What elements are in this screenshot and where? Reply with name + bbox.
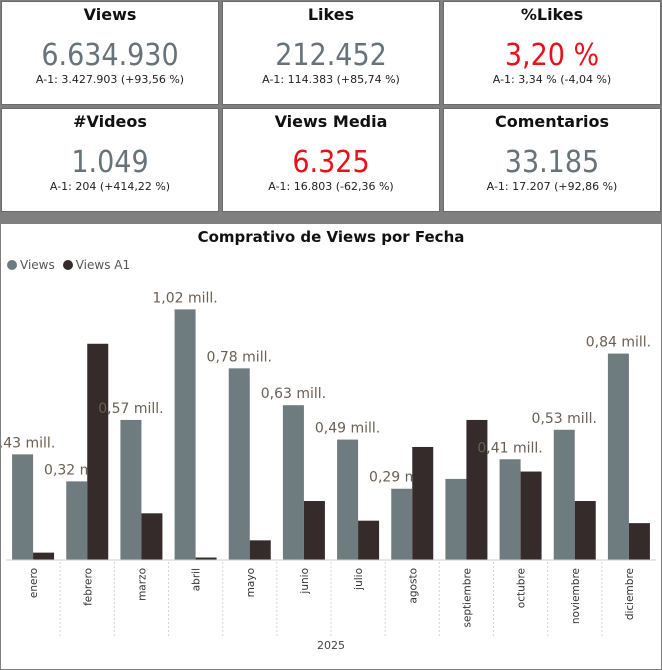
bar-views-a1[interactable] — [574, 501, 596, 560]
bar-views[interactable] — [120, 419, 142, 560]
bar-views-a1[interactable] — [358, 520, 380, 560]
kpi-card-2: %Likes 3,20 % A-1: 3,34 % (-4,04 %) — [443, 1, 661, 105]
data-label: 0,57 mill. — [98, 401, 163, 417]
x-tick-label: diciembre — [624, 568, 636, 620]
legend-label-views-a1: Views A1 — [75, 258, 131, 272]
bar-views[interactable] — [445, 478, 467, 560]
bar-views-a1[interactable] — [466, 419, 488, 560]
bar-views[interactable] — [499, 459, 521, 560]
data-label: 0,78 mill. — [207, 349, 272, 365]
kpi-comparison: A-1: 16.803 (-62,36 %) — [268, 180, 394, 193]
legend-label-views: Views — [20, 258, 55, 272]
data-label: 0,49 mill. — [315, 421, 380, 437]
chart-panel: Comprativo de Views por Fecha Views View… — [1, 224, 661, 669]
bar-views-a1[interactable] — [141, 513, 163, 560]
data-label: 0,84 mill. — [586, 335, 651, 351]
data-label: 1,02 mill. — [152, 290, 217, 306]
x-tick-label: agosto — [407, 568, 419, 604]
legend-swatch-views — [7, 260, 17, 270]
bar-views-a1[interactable] — [195, 557, 217, 560]
kpi-card-5: Comentarios 33.185 A-1: 17.207 (+92,86 %) — [443, 108, 661, 212]
bar-views[interactable] — [607, 353, 629, 560]
kpi-title: %Likes — [520, 5, 584, 24]
bar-views-a1[interactable] — [87, 343, 109, 560]
bar-views-a1[interactable] — [520, 471, 542, 560]
bar-views-a1[interactable] — [412, 446, 434, 560]
bar-views[interactable] — [337, 439, 359, 560]
x-tick-label: julio — [353, 568, 365, 591]
data-label: 0,43 mill. — [1, 435, 55, 451]
kpi-card-4: Views Media 6.325 A-1: 16.803 (-62,36 %) — [222, 108, 440, 212]
kpi-value: 212.452 — [275, 38, 387, 73]
data-label: 0,53 mill. — [532, 411, 597, 427]
bar-views-a1[interactable] — [33, 552, 55, 560]
chart-title: Comprativo de Views por Fecha — [197, 228, 465, 246]
kpi-comparison: A-1: 204 (+414,22 %) — [49, 180, 171, 193]
kpi-title: Views — [83, 5, 137, 24]
x-tick-label: enero — [28, 568, 40, 598]
x-tick-label: septiembre — [461, 568, 473, 628]
x-tick-label: marzo — [136, 568, 148, 601]
kpi-value: 6.634.930 — [41, 38, 179, 73]
bar-views[interactable] — [282, 405, 304, 560]
kpi-comparison: A-1: 114.383 (+85,74 %) — [262, 73, 400, 86]
x-axis-title: 2025 — [317, 639, 345, 652]
data-label: 0,41 mill. — [477, 440, 542, 456]
chart-legend: Views Views A1 — [7, 258, 130, 272]
kpi-comparison: A-1: 17.207 (+92,86 %) — [486, 180, 618, 193]
kpi-value: 33.185 — [504, 145, 600, 180]
bar-views[interactable] — [66, 481, 88, 560]
kpi-card-3: #Videos 1.049 A-1: 204 (+414,22 %) — [1, 108, 219, 212]
bar-views[interactable] — [391, 488, 413, 560]
bar-views-a1[interactable] — [303, 501, 325, 560]
data-label: 0,63 mill. — [261, 386, 326, 402]
kpi-value: 6.325 — [292, 145, 370, 180]
bar-views[interactable] — [228, 368, 250, 560]
x-tick-label: mayo — [245, 568, 257, 597]
x-tick-label: noviembre — [570, 568, 582, 624]
legend-item-views-a1[interactable]: Views A1 — [62, 258, 131, 272]
x-tick-label: junio — [299, 568, 311, 595]
legend-item-views[interactable]: Views — [7, 258, 55, 272]
bar-views[interactable] — [12, 454, 34, 560]
kpi-title: #Videos — [73, 112, 147, 131]
kpi-title: Views Media — [274, 112, 388, 131]
bar-views-a1[interactable] — [249, 540, 271, 560]
kpi-card-1: Likes 212.452 A-1: 114.383 (+85,74 %) — [222, 1, 440, 105]
bar-views[interactable] — [553, 429, 575, 560]
legend-swatch-views-a1 — [62, 260, 73, 270]
kpi-value: 1.049 — [71, 145, 149, 180]
kpi-comparison: A-1: 3.427.903 (+93,56 %) — [35, 73, 185, 86]
x-tick-label: octubre — [516, 568, 528, 608]
bar-views-a1[interactable] — [628, 523, 650, 560]
kpi-title: Comentarios — [495, 112, 609, 131]
x-tick-label: abril — [191, 568, 203, 591]
bar-views[interactable] — [174, 309, 196, 560]
x-tick-label: febrero — [82, 568, 94, 606]
kpi-title: Likes — [307, 5, 355, 24]
kpi-value: 3,20 % — [504, 38, 600, 73]
kpi-comparison: A-1: 3,34 % (-4,04 %) — [492, 73, 612, 86]
kpi-card-0: Views 6.634.930 A-1: 3.427.903 (+93,56 %) — [1, 1, 219, 105]
